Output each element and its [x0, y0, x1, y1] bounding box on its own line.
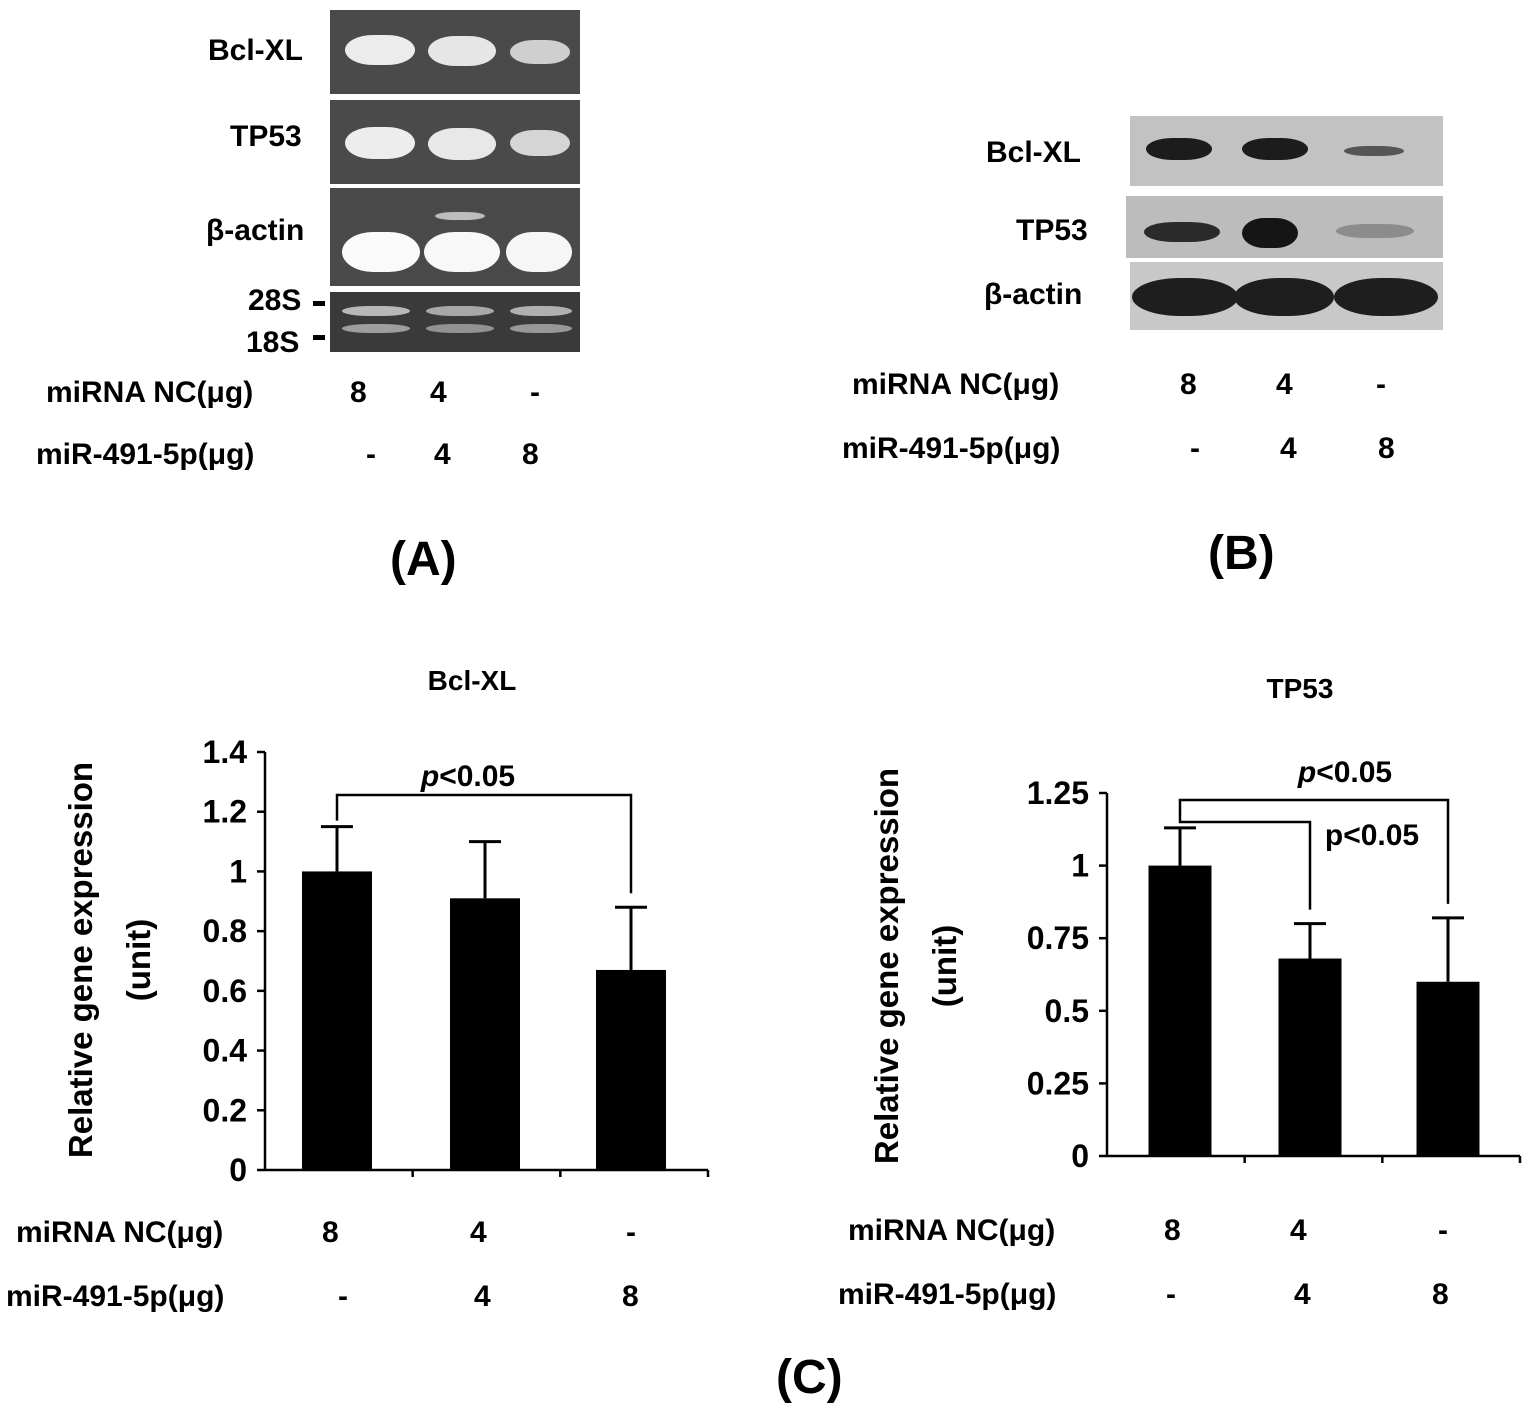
gel-strip-tp53 [330, 100, 580, 184]
blot-row-label-actin: β-actin [984, 278, 1083, 311]
y-tick-label: 1.25 [1027, 775, 1089, 811]
bar [450, 898, 520, 1170]
condition-value: 8 [622, 1280, 639, 1313]
condition-value: 4 [1294, 1278, 1311, 1311]
panel-letter-a: (A) [390, 533, 457, 586]
condition-value: 4 [430, 376, 447, 409]
condition-value: 4 [1280, 432, 1297, 465]
condition-value: 4 [470, 1216, 487, 1249]
condition-value: - [530, 376, 540, 409]
blot-strip-actin [1130, 262, 1443, 330]
chart-title: Bcl-XL [428, 665, 517, 696]
panel-letter-b: (B) [1208, 527, 1275, 580]
condition-value: 8 [350, 376, 367, 409]
gel-strip-actin [330, 188, 580, 286]
condition-label-nc: miRNA NC(μg) [16, 1216, 224, 1249]
condition-value: 4 [474, 1280, 491, 1313]
condition-value: 8 [1180, 368, 1197, 401]
significance-label: p<0.05 [1297, 756, 1392, 789]
condition-label-mir: miR-491-5p(μg) [842, 432, 1061, 465]
gel-strip-bclxl [330, 10, 580, 94]
bar [1416, 981, 1480, 1156]
blot-row-label-tp53: TP53 [1016, 214, 1088, 247]
gel-strip-rrna [330, 292, 580, 352]
rrna-tick-28s [313, 301, 325, 306]
gel-row-label-tp53: TP53 [230, 120, 302, 153]
bar [1278, 958, 1342, 1156]
y-tick-label: 1 [1071, 848, 1089, 884]
condition-value: 8 [322, 1216, 339, 1249]
condition-value: 8 [522, 438, 539, 471]
y-tick-label: 1 [229, 853, 247, 889]
significance-bracket [1178, 798, 1450, 904]
condition-value: 8 [1432, 1278, 1449, 1311]
rrna-label-28s: 28S [248, 284, 302, 317]
significance-bracket [1178, 820, 1312, 910]
y-tick-label: 0.75 [1027, 920, 1089, 956]
condition-label-nc: miRNA NC(μg) [848, 1214, 1056, 1247]
bar [596, 969, 666, 1170]
y-tick-label: 0.4 [203, 1033, 248, 1069]
y-axis-label-unit: (unit) [926, 925, 963, 1007]
panel-letter-c: (C) [776, 1351, 843, 1404]
chart-tp53: TP53 Relative gene expression (unit) 0 0.25 0… [868, 673, 1522, 1174]
y-tick-label: 0.5 [1045, 993, 1089, 1029]
blot-strip-bclxl [1130, 116, 1443, 186]
y-tick-label: 0 [229, 1152, 247, 1188]
gel-row-label-bclxl: Bcl-XL [208, 34, 304, 67]
rrna-tick-18s [313, 335, 325, 340]
condition-value: 4 [1290, 1214, 1307, 1247]
condition-value: - [1438, 1214, 1448, 1247]
blot-row-label-bclxl: Bcl-XL [986, 136, 1082, 169]
y-tick-label: 0.25 [1027, 1065, 1089, 1101]
condition-value: - [1190, 432, 1200, 465]
significance-label: p<0.05 [1325, 819, 1419, 852]
condition-value: - [1166, 1278, 1176, 1311]
significance-label: p<0.05 [420, 760, 515, 793]
y-tick-label: 0 [1071, 1138, 1089, 1174]
condition-value: 8 [1164, 1214, 1181, 1247]
condition-label-mir: miR-491-5p(μg) [36, 438, 255, 471]
gel-row-label-actin: β-actin [206, 214, 305, 247]
bar [302, 871, 372, 1170]
y-tick-label: 0.2 [203, 1092, 247, 1128]
condition-value: - [1376, 368, 1386, 401]
condition-label-nc: miRNA NC(μg) [852, 368, 1060, 401]
bar [1148, 865, 1212, 1156]
y-axis-label-unit: (unit) [120, 919, 157, 1001]
condition-label-nc: miRNA NC(μg) [46, 376, 254, 409]
rrna-label-18s: 18S [246, 326, 300, 359]
y-axis-label: Relative gene expression [868, 768, 905, 1164]
condition-value: - [366, 438, 376, 471]
condition-value: - [626, 1216, 636, 1249]
y-tick-label: 0.8 [203, 913, 247, 949]
condition-label-mir: miR-491-5p(μg) [6, 1280, 225, 1313]
condition-value: 8 [1378, 432, 1395, 465]
blot-strip-tp53 [1126, 196, 1443, 258]
condition-value: 4 [434, 438, 451, 471]
significance-bracket [335, 793, 633, 894]
condition-value: - [338, 1280, 348, 1313]
chart-bclxl: Bcl-XL Relative gene expression (unit) 0 0.2… [62, 665, 710, 1188]
y-tick-label: 1.4 [203, 734, 248, 770]
condition-label-mir: miR-491-5p(μg) [838, 1278, 1057, 1311]
y-axis-label: Relative gene expression [62, 762, 99, 1158]
condition-value: 4 [1276, 368, 1293, 401]
chart-title: TP53 [1267, 673, 1334, 704]
y-tick-label: 1.2 [203, 794, 247, 830]
y-tick-label: 0.6 [203, 973, 247, 1009]
